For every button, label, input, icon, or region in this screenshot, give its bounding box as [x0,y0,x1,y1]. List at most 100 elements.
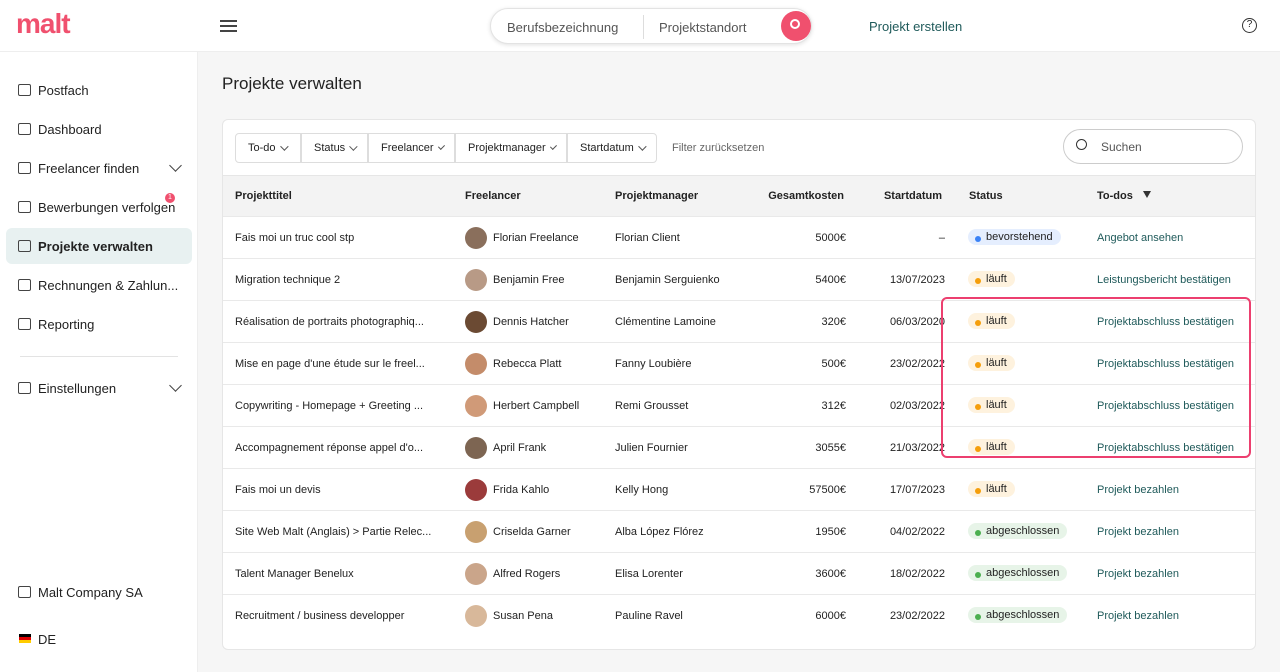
total-cost: 5000€ [815,232,846,244]
top-bar: malt Berufsbezeichnung Projektstandort P… [0,0,1280,52]
todo-link[interactable]: Projektabschluss bestätigen [1097,316,1234,328]
reset-filters[interactable]: Filter zurücksetzen [672,142,765,154]
start-date: 18/02/2022 [889,568,945,580]
table-search[interactable]: Suchen [1063,129,1243,164]
table-row[interactable]: Migration technique 2 Benjamin Free Benjam… [223,258,1255,300]
project-title[interactable]: Réalisation de portraits photographiq... [235,316,424,328]
filter-dropdown[interactable]: Status [301,133,368,163]
table-row[interactable]: Copywriting - Homepage + Greeting ... Her… [223,384,1255,426]
nav-item[interactable]: Dashboard [0,111,198,147]
todo-link[interactable]: Projektabschluss bestätigen [1097,358,1234,370]
nav-label: Bewerbungen verfolgen [38,199,176,215]
avatar [465,311,487,333]
table-row[interactable]: Site Web Malt (Anglais) > Partie Relec..… [223,510,1255,552]
nav-item[interactable]: Freelancer finden [0,150,198,186]
nav-label: Postfach [38,82,89,98]
filter-dropdown[interactable]: Projektmanager [455,133,567,163]
status-dot [975,572,981,578]
nav-icon [18,162,31,174]
table-row[interactable]: Mise en page d'une étude sur le freel...… [223,342,1255,384]
nav-item[interactable]: Projekte verwalten [6,228,192,264]
total-cost: 5400€ [815,274,846,286]
total-cost: 320€ [821,316,846,328]
nav-icon [18,123,31,135]
project-manager: Clémentine Lamoine [615,316,716,328]
nav-item[interactable]: Bewerbungen verfolgen 1 [0,189,198,225]
project-title[interactable]: Mise en page d'une étude sur le freel... [235,358,425,370]
job-search[interactable]: Berufsbezeichnung [507,20,619,35]
project-manager: Benjamin Serguienko [615,274,720,286]
nav-label: Projekte verwalten [38,238,153,254]
filter-dropdown[interactable]: To-do [235,133,301,163]
project-title[interactable]: Migration technique 2 [235,274,341,286]
todo-link[interactable]: Projekt bezahlen [1097,610,1179,622]
project-manager: Remi Grousset [615,400,689,412]
status-pill: läuft [968,313,1015,329]
nav-item[interactable]: Rechnungen & Zahlun... [0,267,198,303]
sort-icon[interactable] [1143,191,1151,198]
status-pill: abgeschlossen [968,523,1068,539]
status-pill: bevorstehend [968,229,1061,245]
nav-icon [18,382,31,394]
avatar [465,521,487,543]
table-row[interactable]: Fais moi un devis Frida Kahlo Kelly Hong 57… [223,468,1255,510]
language-switcher[interactable]: DE [0,621,198,657]
status-pill: läuft [968,271,1015,287]
start-date: 23/02/2022 [889,610,945,622]
help-button[interactable]: ? [1242,18,1257,33]
search-button[interactable] [781,11,811,41]
project-title[interactable]: Fais moi un devis [235,484,321,496]
todo-link[interactable]: Angebot ansehen [1097,232,1184,244]
todo-link[interactable]: Leistungsbericht bestätigen [1097,274,1231,286]
project-title[interactable]: Fais moi un truc cool stp [235,232,355,244]
table-row[interactable]: Réalisation de portraits photographiq...… [223,300,1255,342]
todo-link[interactable]: Projektabschluss bestätigen [1097,442,1234,454]
status-dot [975,488,981,494]
column-header[interactable]: To-dos [1097,190,1133,202]
project-title[interactable]: Accompagnement réponse appel d'o... [235,442,423,454]
project-title[interactable]: Site Web Malt (Anglais) > Partie Relec..… [235,526,432,538]
dropdown-arrow [637,142,647,151]
divider [643,15,644,39]
menu-button[interactable] [220,20,237,32]
avatar [465,479,487,501]
freelancer-name: Herbert Campbell [493,400,580,412]
nav-item[interactable]: Postfach [0,72,198,108]
status-dot [975,404,981,410]
status-pill: läuft [968,481,1015,497]
project-title[interactable]: Copywriting - Homepage + Greeting ... [235,400,424,412]
filter-dropdown[interactable]: Freelancer [368,133,455,163]
project-manager: Julien Fournier [615,442,688,454]
logo[interactable]: malt [16,8,71,39]
freelancer-name: Benjamin Free [493,274,565,286]
status-label: abgeschlossen [986,567,1060,579]
status-pill: läuft [968,397,1015,413]
location-search[interactable]: Projektstandort [659,20,747,35]
table-row[interactable]: Recruitment / business developper Susan P… [223,594,1255,636]
todo-link[interactable]: Projekt bezahlen [1097,568,1179,580]
total-cost: 3055€ [815,442,846,454]
table-row[interactable]: Talent Manager Benelux Alfred Rogers Elisa… [223,552,1255,594]
nav-item[interactable]: Einstellungen [0,370,198,406]
project-title[interactable]: Recruitment / business developper [235,610,405,622]
start-date: 21/03/2022 [889,442,945,454]
project-title[interactable]: Talent Manager Benelux [235,568,354,580]
status-pill: läuft [968,355,1015,371]
project-manager: Florian Client [615,232,680,244]
nav-item[interactable]: Reporting [0,306,198,342]
status-dot [975,320,981,326]
avatar [465,269,487,291]
create-project-link[interactable]: Projekt erstellen [869,19,963,34]
freelancer-name: Criselda Garner [493,526,571,538]
table-row[interactable]: Accompagnement réponse appel d'o... April… [223,426,1255,468]
todo-link[interactable]: Projekt bezahlen [1097,484,1179,496]
nav-label: Einstellungen [38,380,117,396]
table-row[interactable]: Fais moi un truc cool stp Florian Freelan… [223,216,1255,258]
todo-link[interactable]: Projektabschluss bestätigen [1097,400,1234,412]
start-date: 04/02/2022 [889,526,945,538]
todo-link[interactable]: Projekt bezahlen [1097,526,1179,538]
freelancer-name: Alfred Rogers [493,568,561,580]
filter-dropdown[interactable]: Startdatum [567,133,657,163]
company-switcher[interactable]: Malt Company SA [0,574,198,610]
